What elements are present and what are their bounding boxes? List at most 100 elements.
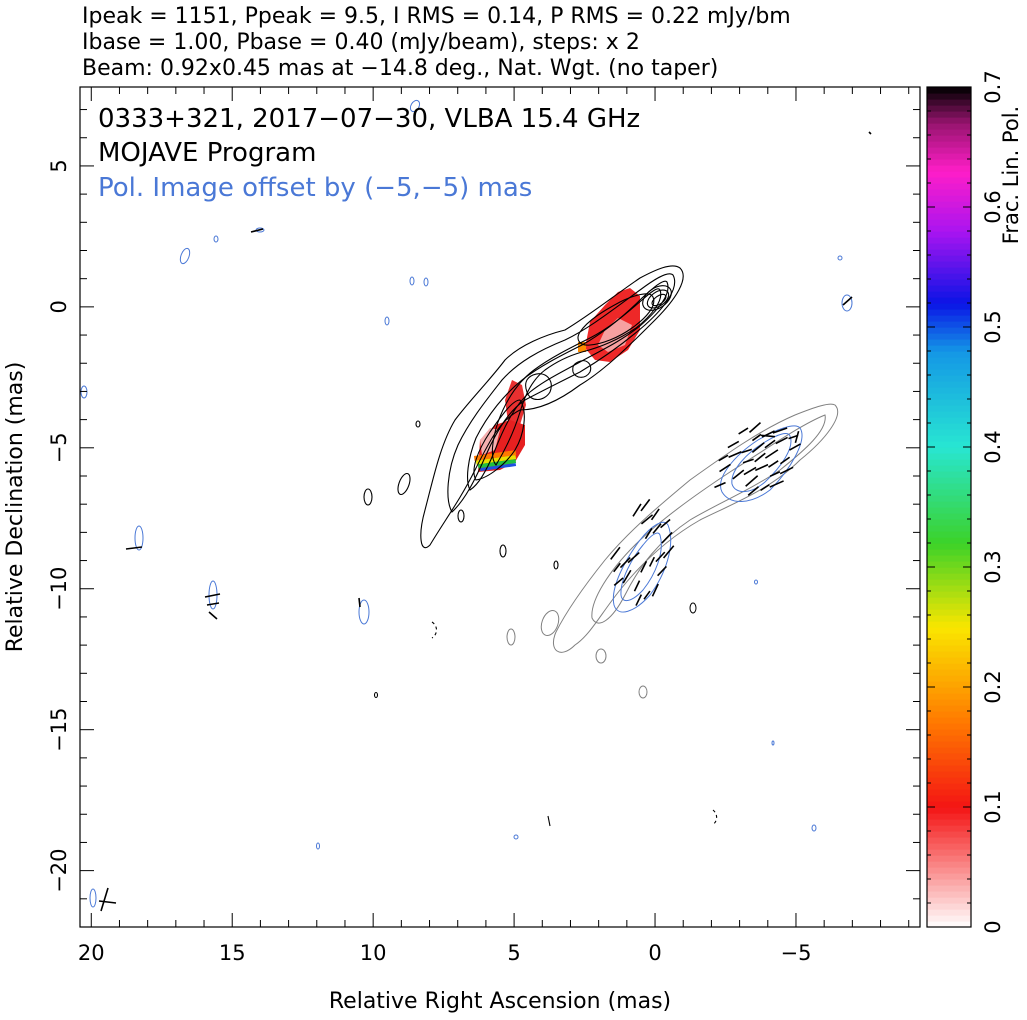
colorbar-step xyxy=(927,663,971,670)
colorbar-step xyxy=(927,747,971,754)
colorbar-step xyxy=(927,513,971,520)
colorbar-step xyxy=(927,483,971,490)
colorbar-step xyxy=(927,333,971,340)
evpa-tick xyxy=(751,433,762,442)
header-line-2: Ibase = 1.00, Pbase = 0.40 (mJy/beam), s… xyxy=(82,30,640,55)
colorbar-step xyxy=(927,741,971,748)
colorbar-step xyxy=(927,303,971,310)
evpa-tick xyxy=(769,471,781,477)
colorbar-tick-label: 0.3 xyxy=(981,550,1005,583)
colorbar-tick-label: 0.7 xyxy=(981,70,1005,103)
colorbar-step xyxy=(927,609,971,616)
colorbar-step xyxy=(927,315,971,322)
evpa-tick xyxy=(741,448,753,454)
colorbar-step xyxy=(927,585,971,592)
x-tick-label: 20 xyxy=(78,941,105,965)
evpa-tick xyxy=(727,440,740,449)
pol-contour-blob-3 xyxy=(358,599,370,625)
evpa-tick xyxy=(754,463,769,472)
pol-contour-blob-4 xyxy=(179,247,191,265)
colorbar-step xyxy=(927,309,971,316)
x-tick-label: 5 xyxy=(507,941,520,965)
colorbar-step xyxy=(927,531,971,538)
offset-contour-blob-4 xyxy=(638,685,648,699)
evpa-tick xyxy=(754,452,766,463)
offset-contour-outer xyxy=(552,403,838,653)
pol-contour-blob-13 xyxy=(837,255,843,261)
pol-contour-lower xyxy=(612,521,672,613)
evpa-tick xyxy=(751,442,765,453)
colorbar-step xyxy=(927,561,971,568)
colorbar-step xyxy=(927,699,971,706)
evpa-tick xyxy=(633,580,641,592)
colorbar-step xyxy=(927,597,971,604)
colorbar-step xyxy=(927,825,971,832)
contour-blob-1 xyxy=(397,472,411,496)
colorbar-step xyxy=(927,381,971,388)
colorbar-step xyxy=(927,885,971,892)
evpa-tick xyxy=(613,562,621,573)
evpa-tick xyxy=(640,560,648,573)
colorbar-step xyxy=(927,213,971,220)
offset-contour-2 xyxy=(591,414,826,624)
colorbar-step xyxy=(927,399,971,406)
colorbar-step xyxy=(927,909,971,916)
colorbar-tick-label: 0 xyxy=(981,920,1005,933)
colorbar-step xyxy=(927,207,971,214)
x-tick-labels: 20 15 10 5 0 −5 xyxy=(78,941,812,965)
y-axis-label: Relative Declination (mas) xyxy=(3,362,28,653)
colorbar-step xyxy=(927,573,971,580)
evpa-tick xyxy=(745,475,759,487)
pol-contour-blob-15 xyxy=(811,824,817,832)
colorbar-step xyxy=(927,249,971,256)
colorbar-step xyxy=(927,579,971,586)
pol-patch-small xyxy=(578,342,586,352)
evpa-tick xyxy=(794,431,800,443)
pol-contour-blob-5 xyxy=(213,235,219,243)
colorbar-step xyxy=(927,465,971,472)
colorbar-step xyxy=(927,657,971,664)
colorbar-step xyxy=(927,735,971,742)
colorbar-step xyxy=(927,897,971,904)
colorbar-step xyxy=(927,879,971,886)
colorbar-step xyxy=(927,129,971,136)
header-line-3: Beam: 0.92x0.45 mas at −14.8 deg., Nat. … xyxy=(82,56,718,81)
colorbar-step xyxy=(927,771,971,778)
contour-blob-6 xyxy=(415,420,421,428)
evpa-tick xyxy=(644,527,653,540)
evpa-tick xyxy=(651,583,659,597)
colorbar-step xyxy=(927,795,971,802)
evpa-tick xyxy=(738,427,749,435)
colorbar-step xyxy=(927,423,971,430)
colorbar-step xyxy=(927,387,971,394)
colorbar-step xyxy=(927,435,971,442)
colorbar-step xyxy=(927,687,971,694)
pol-contour-blob-17 xyxy=(513,834,519,840)
evpa-tick xyxy=(657,565,667,577)
evpa-tick xyxy=(640,514,654,525)
colorbar-step xyxy=(927,363,971,370)
colorbar-step xyxy=(927,429,971,436)
offset-annotation: Pol. Image offset by (−5,−5) mas xyxy=(98,173,532,203)
contour-5 xyxy=(577,293,655,346)
colorbar-step xyxy=(927,321,971,328)
colorbar-step xyxy=(927,297,971,304)
evpa-tick xyxy=(742,458,754,464)
contour-lower-inner xyxy=(473,399,525,481)
colorbar-step xyxy=(927,675,971,682)
colorbar-step xyxy=(927,345,971,352)
y-tick-label: 0 xyxy=(47,300,71,313)
colorbar-step xyxy=(927,759,971,766)
colorbar-step xyxy=(927,591,971,598)
colorbar-step xyxy=(927,261,971,268)
colorbar-step xyxy=(927,267,971,274)
pol-contour-blob-19 xyxy=(771,740,775,746)
colorbar-step xyxy=(927,405,971,412)
colorbar-step xyxy=(927,681,971,688)
colorbar-step xyxy=(927,369,971,376)
colorbar-tick-label: 0.1 xyxy=(981,790,1005,823)
colorbar-step xyxy=(927,621,971,628)
colorbar-step xyxy=(927,789,971,796)
colorbar-step xyxy=(927,843,971,850)
